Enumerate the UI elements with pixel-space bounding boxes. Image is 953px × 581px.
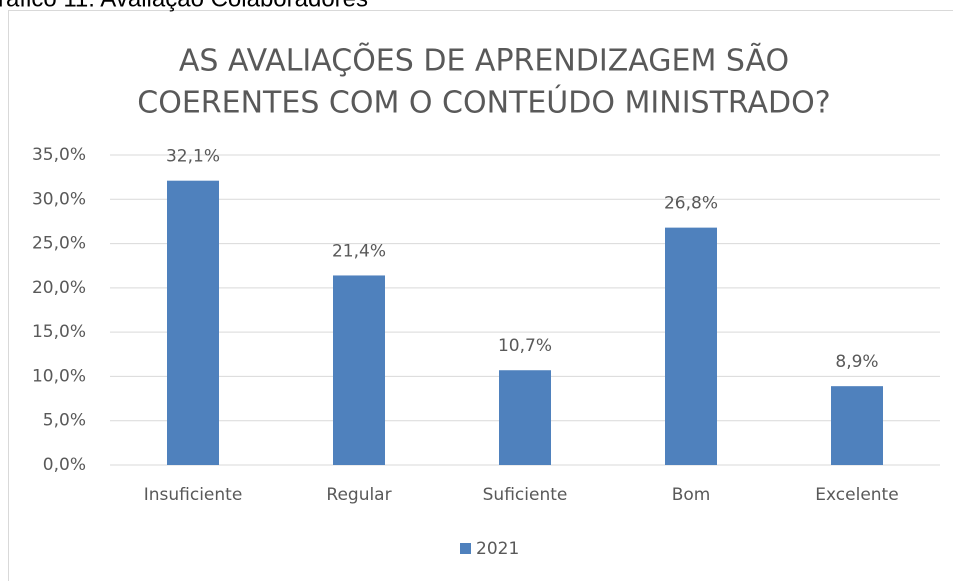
chart-title: AS AVALIAÇÕES DE APRENDIZAGEM SÃO [179,42,789,79]
caption: ráfico 11: Avaliação Colaboradores [0,0,368,12]
y-tick-label: 15,0% [32,322,86,342]
bar [831,386,883,465]
chart-title: COERENTES COM O CONTEÚDO MINISTRADO? [137,84,830,121]
y-tick-label: 5,0% [43,411,86,431]
y-tick-label: 25,0% [32,234,86,254]
y-tick-label: 10,0% [32,366,86,386]
x-tick-label: Bom [672,485,711,505]
x-tick-label: Excelente [815,485,898,505]
y-tick-label: 0,0% [43,455,86,475]
y-tick-label: 20,0% [32,278,86,298]
y-tick-label: 35,0% [32,145,86,165]
chart-frame [8,10,953,581]
data-label: 32,1% [166,147,220,167]
x-tick-label: Insuficiente [144,485,243,505]
data-label: 21,4% [332,241,386,261]
y-tick-label: 30,0% [32,189,86,209]
data-label: 26,8% [664,194,718,214]
legend-label: 2021 [476,539,519,559]
bar [167,180,219,465]
bar [499,370,551,465]
data-label: 8,9% [835,352,878,372]
bar [665,227,717,465]
bar [333,275,385,465]
data-label: 10,7% [498,336,552,356]
legend-swatch [460,543,471,554]
x-tick-label: Regular [326,485,391,505]
x-tick-label: Suficiente [483,485,568,505]
